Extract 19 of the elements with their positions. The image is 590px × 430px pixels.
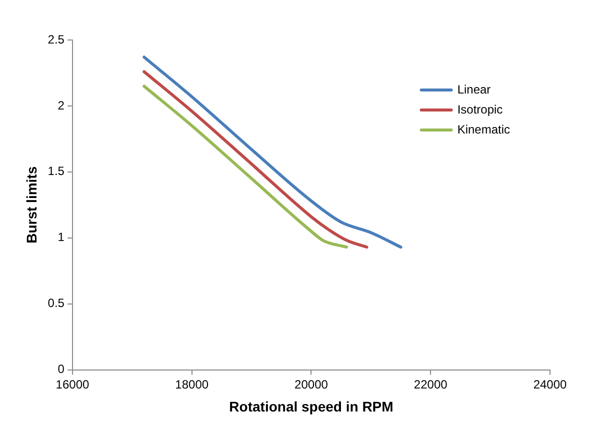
y-axis-title: Burst limits [23,166,40,244]
y-tick-label: 1 [58,230,65,244]
x-tick-label: 16000 [56,377,90,392]
x-tick-label: 22000 [414,377,448,392]
y-tick-label: 1.5 [48,164,65,178]
x-tick-label: 18000 [175,377,209,392]
x-tick-label: 24000 [533,377,568,392]
legend-label: Kinematic [457,122,510,136]
x-tick-label: 20000 [294,377,328,392]
y-tick-label: 0 [58,362,65,376]
y-tick-label: 2.5 [48,32,65,46]
line-series [142,56,402,249]
y-tick-label: 0.5 [48,296,65,310]
x-axis-title: Rotational speed in RPM [229,398,394,414]
y-tick-label: 2 [58,98,65,112]
legend-label: Linear [457,82,491,96]
line-series [142,84,348,249]
legend-label: Isotropic [457,102,503,116]
line-series [142,70,368,249]
